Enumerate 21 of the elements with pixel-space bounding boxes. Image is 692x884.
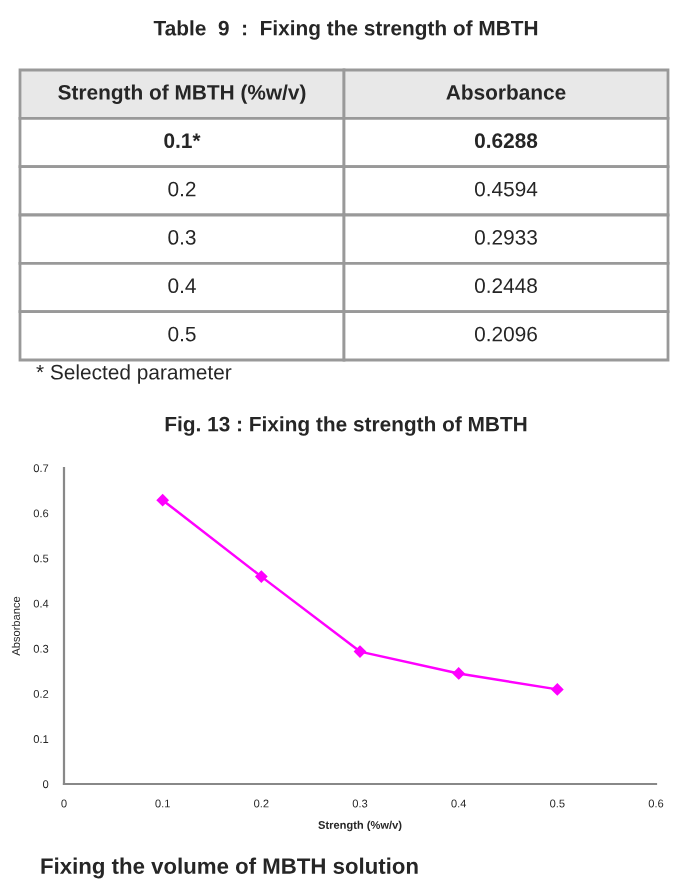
text: 0.6288 bbox=[474, 133, 538, 149]
text: Strength of MBTH (%w/v) bbox=[58, 84, 306, 104]
text: Absorbance bbox=[446, 84, 566, 100]
point bbox=[156, 494, 169, 507]
point bbox=[255, 570, 268, 583]
text: Fixing the volume of MBTH solution bbox=[41, 857, 418, 879]
text: 0.5 bbox=[168, 326, 196, 342]
text: * Selected parameter bbox=[36, 364, 232, 384]
text: 0.2096 bbox=[474, 326, 537, 342]
text: 0.2 bbox=[168, 181, 196, 197]
text: 0.2933 bbox=[474, 230, 537, 245]
text: 0.3 bbox=[168, 230, 196, 245]
chart-title: Fig. 13 : Fixing the strength of MBTH bbox=[165, 416, 527, 436]
point bbox=[354, 645, 366, 658]
text: 0.2448 bbox=[474, 278, 537, 294]
point bbox=[551, 683, 564, 696]
point bbox=[452, 667, 465, 680]
caption: Table 9 : Fixing the strength of MBTH bbox=[153, 20, 538, 40]
text: 0.4 bbox=[168, 278, 196, 294]
text: 0.1* bbox=[164, 133, 201, 149]
text: 0.4594 bbox=[474, 181, 538, 197]
